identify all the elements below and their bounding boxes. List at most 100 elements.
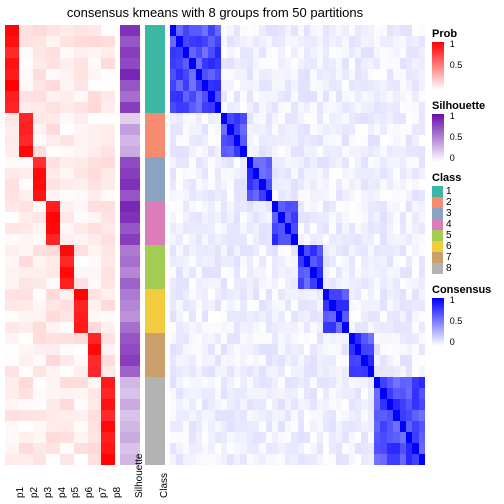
sil-cell	[120, 289, 140, 300]
consensus-cell	[419, 278, 425, 289]
prob-cell	[5, 377, 19, 388]
prob-cell	[33, 223, 47, 234]
prob-cell	[88, 234, 102, 245]
prob-cell	[101, 157, 115, 168]
prob-cell	[88, 443, 102, 454]
consensus-cell	[419, 366, 425, 377]
prob-col-label: p5	[70, 487, 81, 498]
prob-col-label: p3	[43, 487, 54, 498]
sil-cell	[120, 399, 140, 410]
prob-cell	[33, 58, 47, 69]
consensus-cell	[419, 410, 425, 421]
prob-col-label: p4	[57, 487, 68, 498]
prob-cell	[5, 322, 19, 333]
prob-cell	[33, 256, 47, 267]
prob-cell	[60, 135, 74, 146]
prob-cell	[33, 344, 47, 355]
prob-cell	[74, 113, 88, 124]
sil-cell	[120, 223, 140, 234]
prob-cell	[19, 146, 33, 157]
prob-cell	[101, 190, 115, 201]
prob-cell	[60, 47, 74, 58]
prob-cell	[33, 289, 47, 300]
consensus-cell	[419, 168, 425, 179]
prob-cell	[46, 223, 60, 234]
prob-cell	[101, 25, 115, 36]
consensus-cell	[419, 135, 425, 146]
prob-cell	[33, 410, 47, 421]
prob-cell	[60, 234, 74, 245]
prob-cell	[46, 135, 60, 146]
prob-cell	[33, 212, 47, 223]
prob-cell	[60, 223, 74, 234]
prob-cell	[5, 410, 19, 421]
class-swatch	[432, 219, 443, 230]
consensus-cell	[419, 201, 425, 212]
class-cell	[145, 366, 165, 377]
consensus-cell	[419, 355, 425, 366]
prob-cell	[101, 102, 115, 113]
prob-cell	[60, 399, 74, 410]
prob-cell	[33, 80, 47, 91]
prob-cell	[19, 421, 33, 432]
prob-cell	[46, 410, 60, 421]
prob-cell	[19, 289, 33, 300]
prob-cell	[60, 410, 74, 421]
consensus-cell	[419, 289, 425, 300]
prob-cell	[60, 421, 74, 432]
prob-cell	[74, 300, 88, 311]
legend-tick: 1	[450, 40, 455, 49]
prob-cell	[88, 432, 102, 443]
prob-cell	[74, 179, 88, 190]
class-cell	[145, 47, 165, 58]
prob-cell	[19, 212, 33, 223]
prob-cell	[60, 190, 74, 201]
prob-cell	[46, 168, 60, 179]
prob-col-label: p2	[29, 487, 40, 498]
prob-cell	[88, 25, 102, 36]
sil-cell	[120, 366, 140, 377]
consensus-cell	[419, 124, 425, 135]
class-swatch-row: 2	[432, 197, 502, 208]
prob-cell	[46, 47, 60, 58]
class-cell	[145, 146, 165, 157]
prob-cell	[33, 388, 47, 399]
class-label: Class	[159, 473, 170, 498]
prob-cell	[33, 124, 47, 135]
consensus-cell	[419, 47, 425, 58]
consensus-cell	[419, 344, 425, 355]
consensus-cell	[419, 190, 425, 201]
prob-cell	[33, 366, 47, 377]
class-swatch-label: 6	[446, 241, 452, 252]
prob-cell	[101, 80, 115, 91]
prob-cell	[88, 399, 102, 410]
prob-cell	[5, 168, 19, 179]
prob-cell	[5, 157, 19, 168]
prob-cell	[74, 289, 88, 300]
class-cell	[145, 355, 165, 366]
prob-cell	[101, 333, 115, 344]
prob-cell	[88, 80, 102, 91]
sil-cell	[120, 58, 140, 69]
prob-cell	[5, 113, 19, 124]
prob-cell	[88, 91, 102, 102]
class-swatch-row: 7	[432, 252, 502, 263]
prob-cell	[60, 366, 74, 377]
class-cell	[145, 399, 165, 410]
prob-cell	[46, 355, 60, 366]
sil-cell	[120, 278, 140, 289]
prob-cell	[19, 388, 33, 399]
class-cell	[145, 157, 165, 168]
prob-cell	[74, 377, 88, 388]
prob-cell	[19, 322, 33, 333]
class-cell	[145, 278, 165, 289]
prob-cell	[60, 355, 74, 366]
class-cell	[145, 58, 165, 69]
prob-cell	[74, 223, 88, 234]
prob-cell	[88, 421, 102, 432]
prob-cell	[88, 454, 102, 465]
prob-cell	[88, 344, 102, 355]
prob-cell	[33, 36, 47, 47]
prob-cell	[74, 91, 88, 102]
prob-cell	[74, 278, 88, 289]
